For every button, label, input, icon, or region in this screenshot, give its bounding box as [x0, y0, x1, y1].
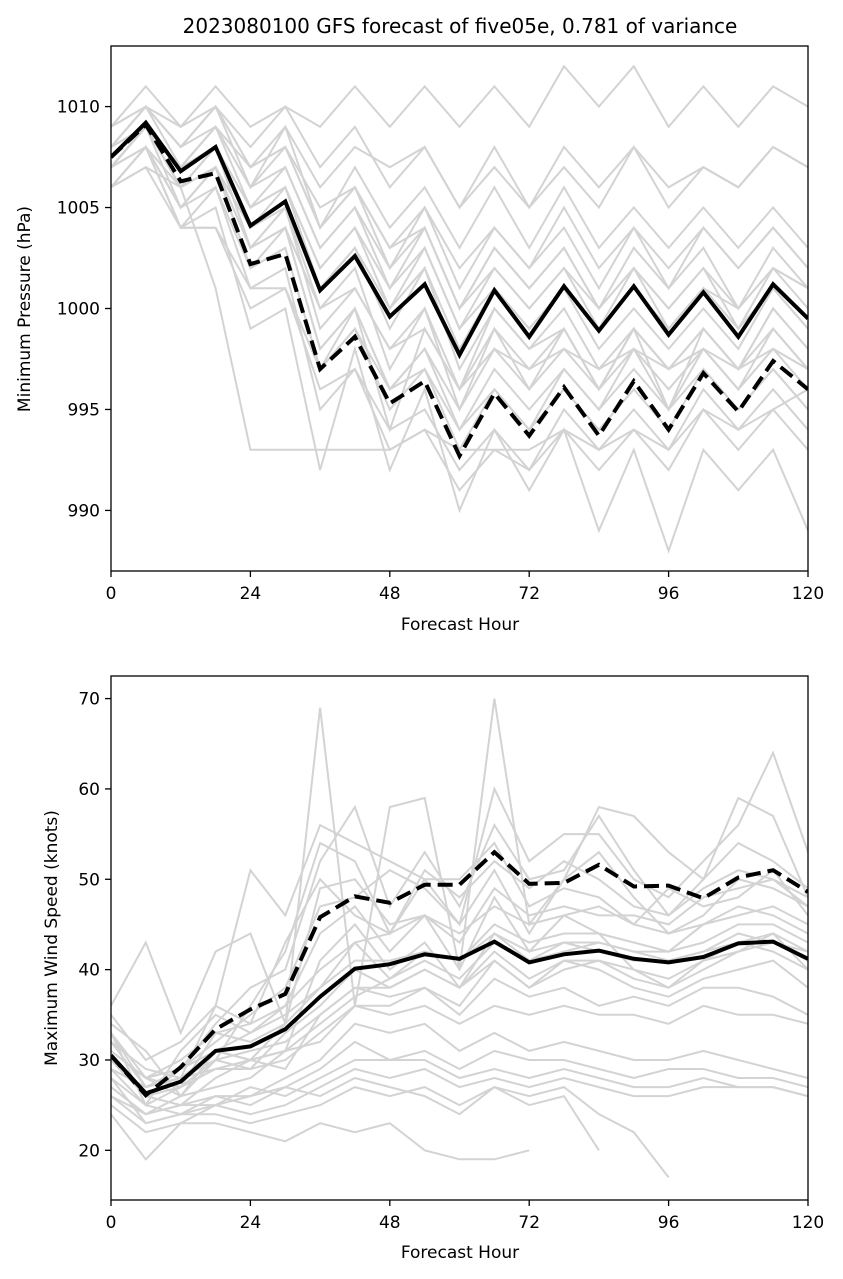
ensemble-member-line: [111, 878, 808, 1089]
ensemble-member-line: [111, 905, 808, 1080]
x-tick-label: 48: [379, 584, 401, 604]
y-tick-label: 30: [78, 1051, 100, 1071]
ensemble-member-line: [111, 841, 808, 1098]
y-tick-label: 20: [78, 1141, 100, 1161]
x-tick-label: 0: [106, 584, 117, 604]
y-tick-label: 1010: [57, 98, 100, 118]
x-axis-label: Forecast Hour: [401, 1243, 519, 1263]
solid-series-line: [111, 939, 808, 1096]
ensemble-member-line: [111, 104, 808, 291]
ensemble-member-line: [111, 145, 808, 432]
ensemble-member-line: [111, 145, 808, 392]
y-tick-label: 40: [78, 961, 100, 981]
ensemble-member-line: [111, 145, 808, 472]
ensemble-member-line: [111, 850, 808, 1098]
plot-area: [111, 64, 808, 554]
ensemble-member-line: [111, 1076, 600, 1151]
y-tick-label: 1000: [57, 300, 100, 320]
y-tick-label: 995: [68, 400, 100, 420]
x-tick-label: 72: [518, 584, 540, 604]
y-tick-label: 990: [68, 501, 100, 521]
ensemble-member-line: [111, 1067, 808, 1134]
x-tick-label: 120: [792, 1213, 824, 1233]
ensemble-member-line: [111, 941, 808, 1089]
x-tick-label: 48: [379, 1213, 401, 1233]
ensemble-member-line: [111, 1113, 530, 1161]
pressure-plot: 0 24 48 72 96 120 990 995 1000 1005 1010: [57, 45, 824, 604]
y-axis-label: Maximum Wind Speed (knots): [42, 810, 62, 1066]
ensemble-member-line: [111, 125, 808, 331]
x-tick-label: 24: [240, 1213, 262, 1233]
solid-series-line: [111, 119, 808, 360]
x-tick-label: 96: [658, 1213, 680, 1233]
axes-frame: [110, 675, 809, 1201]
y-tick-label: 60: [78, 780, 100, 800]
ensemble-member-line: [111, 145, 808, 492]
x-tick-label: 0: [106, 1213, 117, 1233]
ensemble-member-line: [111, 977, 808, 1107]
y-tick-label: 50: [78, 870, 100, 890]
ensemble-member-line: [111, 64, 808, 129]
ensemble-member-line: [111, 1059, 808, 1125]
y-tick-label: 70: [78, 690, 100, 710]
plot-area: [111, 698, 808, 1179]
ensemble-member-line: [111, 1022, 808, 1116]
ensemble-member-line: [111, 104, 808, 210]
y-axis-label: Minimum Pressure (hPa): [15, 206, 35, 412]
ensemble-member-line: [111, 125, 808, 352]
ensemble-member-line: [111, 125, 808, 311]
x-tick-label: 24: [240, 584, 262, 604]
dashed-series-line: [111, 121, 808, 461]
x-tick-label: 72: [518, 1213, 540, 1233]
wind-speed-plot: 0 24 48 72 96 120 20 30 40 50 60 70: [78, 675, 824, 1233]
ensemble-member-line: [111, 1004, 808, 1116]
x-tick-label: 96: [658, 584, 680, 604]
ensemble-member-line: [111, 1086, 670, 1179]
ensemble-member-line: [111, 859, 808, 1080]
dashed-series-line: [111, 849, 808, 1098]
ensemble-member-line: [111, 941, 808, 1098]
chart-title: 2023080100 GFS forecast of five05e, 0.78…: [183, 14, 738, 38]
x-axis-label: Forecast Hour: [401, 615, 519, 635]
ensemble-member-line: [111, 104, 808, 250]
x-tick-label: 120: [792, 584, 824, 604]
y-tick-label: 1005: [57, 199, 100, 219]
ensemble-member-line: [111, 932, 808, 1089]
